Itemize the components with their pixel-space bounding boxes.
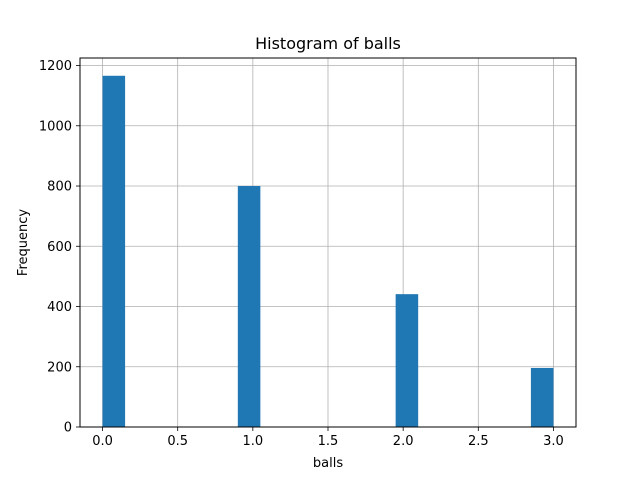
- histogram-bar: [237, 186, 261, 427]
- x-tick-label: 2.0: [393, 434, 414, 449]
- x-axis-title: balls: [313, 456, 343, 471]
- histogram-bar: [102, 75, 126, 427]
- y-ticks: 0 200 400 600 800 1000 1200: [39, 59, 80, 436]
- x-tick-label: 0.5: [167, 434, 188, 449]
- y-tick-label: 600: [47, 240, 72, 255]
- histogram-bar: [395, 294, 419, 427]
- x-ticks: 0.0 0.5 1.0 1.5 2.0 2.5 3.0: [92, 427, 564, 449]
- x-tick-label: 1.0: [243, 434, 264, 449]
- y-tick-label: 800: [47, 180, 72, 195]
- y-tick-label: 1200: [39, 59, 72, 74]
- x-tick-label: 0.0: [92, 434, 113, 449]
- y-tick-label: 400: [47, 300, 72, 315]
- y-axis-title: Frequency: [16, 209, 31, 276]
- bars: [102, 75, 554, 427]
- y-tick-label: 0: [64, 421, 72, 436]
- grid-lines: [80, 58, 576, 428]
- y-tick-label: 200: [47, 360, 72, 375]
- chart-title: Histogram of balls: [255, 34, 401, 53]
- x-tick-label: 1.5: [318, 434, 339, 449]
- histogram-bar: [530, 367, 554, 427]
- x-tick-label: 2.5: [468, 434, 489, 449]
- x-tick-label: 3.0: [543, 434, 564, 449]
- y-tick-label: 1000: [39, 119, 72, 134]
